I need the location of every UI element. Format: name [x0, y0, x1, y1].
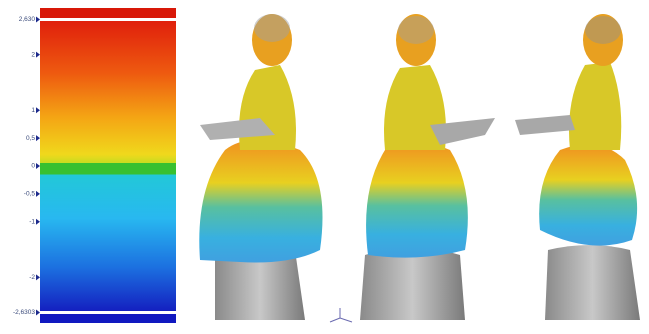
- statue-view-left: [199, 14, 322, 320]
- scale-label: -0,5: [24, 191, 36, 198]
- deviation-view: 2,630 2 1 0,5 0 -0,5 -1 -2 -2,6303: [0, 0, 649, 329]
- scale-marker: [36, 274, 40, 280]
- scale-marker: [36, 107, 40, 113]
- scale-label: -2,6303: [13, 309, 35, 316]
- scale-marker: [36, 163, 40, 169]
- scale-marker: [36, 52, 40, 58]
- scale-marker: [36, 191, 40, 197]
- axis-triad: [330, 308, 352, 322]
- statue-view-front: [360, 14, 495, 320]
- scale-label: -1: [29, 218, 35, 225]
- scale-marker: [36, 310, 40, 316]
- scale-label: -2: [29, 274, 35, 281]
- scale-label: 0,5: [26, 135, 35, 142]
- scale-top-band: [40, 8, 176, 18]
- scale-label: 2: [31, 51, 35, 58]
- scale-gradient: [40, 21, 176, 311]
- scale-marker: [36, 219, 40, 225]
- scale-label: 2,630: [19, 16, 36, 23]
- scale-label: 1: [31, 107, 35, 114]
- scale-marker: [36, 135, 40, 141]
- scale-bottom-band: [40, 314, 176, 323]
- scale-marker: [36, 17, 40, 23]
- statue-view-back: [515, 14, 640, 320]
- scale-label: 0: [31, 163, 35, 170]
